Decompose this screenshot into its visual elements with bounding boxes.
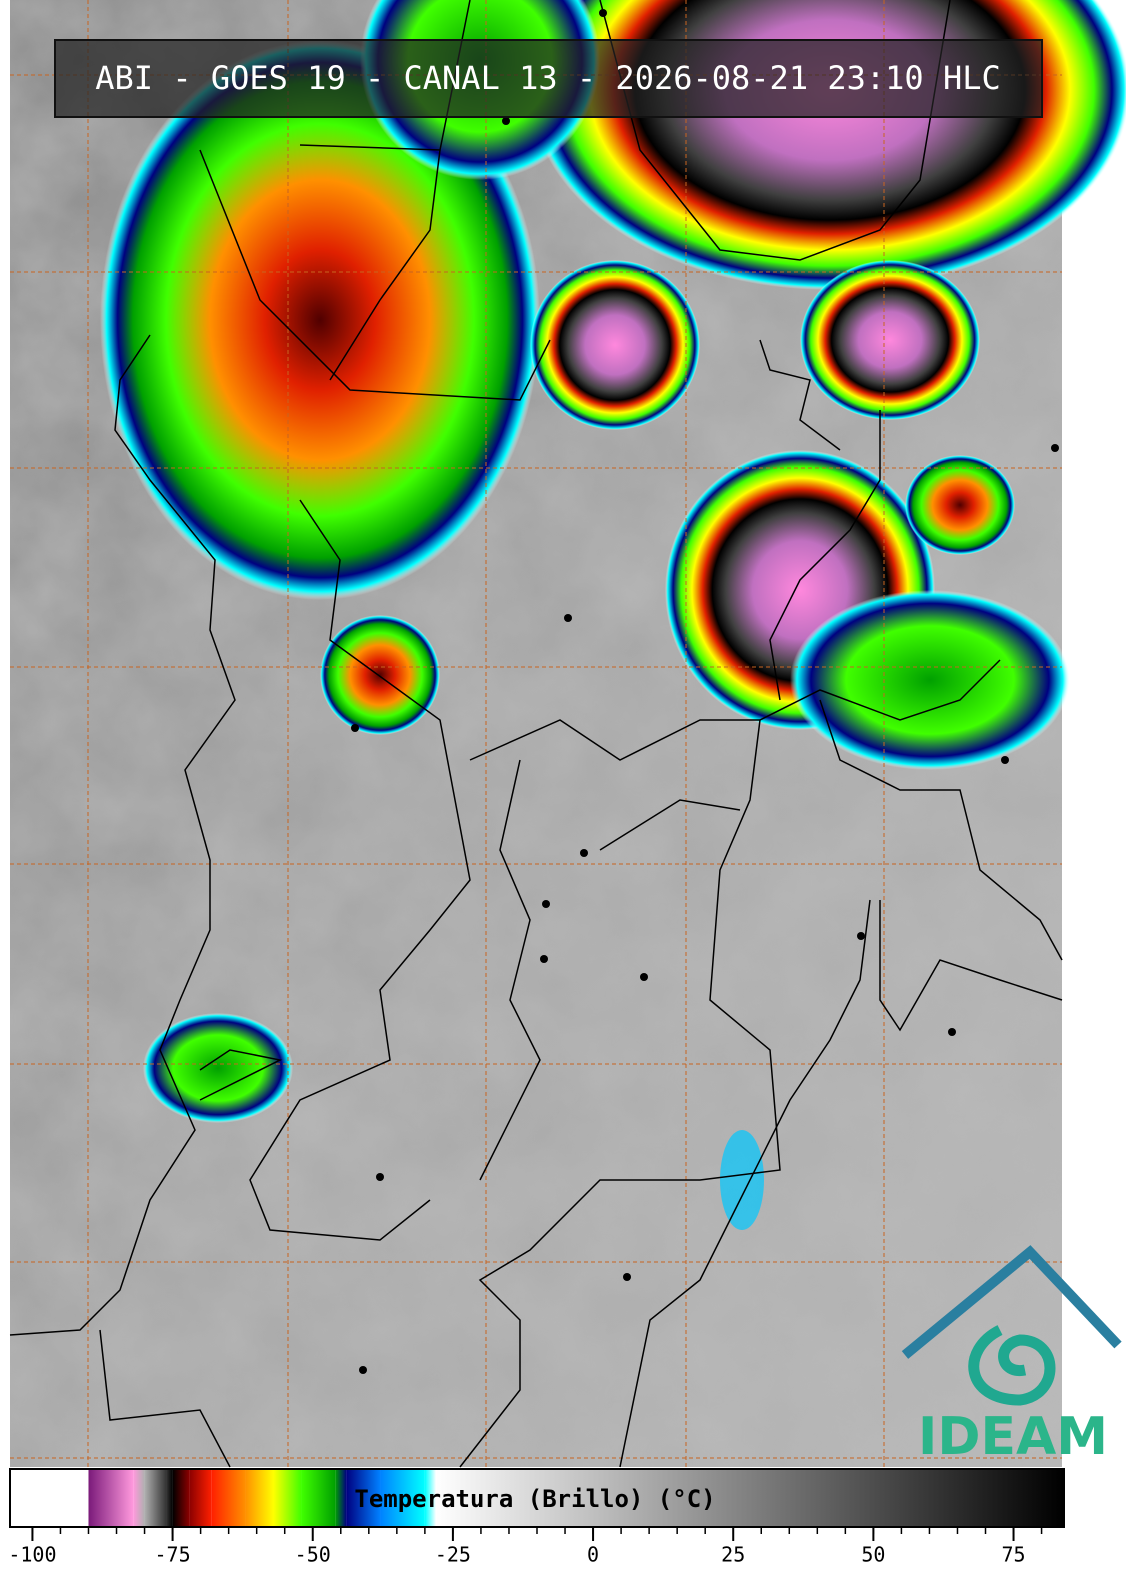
logo: IDEAM [901, 1245, 1122, 1467]
title-box [54, 39, 1043, 118]
colorbar-segment [301, 1469, 336, 1527]
map: ABI - GOES 19 - CANAL 13 - 2026-08-21 23… [9, 0, 1126, 1468]
colorbar-segment [245, 1469, 274, 1527]
storm-cell [790, 590, 1070, 770]
tick-label: -100 [8, 1543, 56, 1567]
borders [9, 0, 1063, 1468]
cities [351, 9, 1059, 1374]
colorbar-segment [88, 1469, 134, 1527]
tick-label: 0 [587, 1543, 599, 1567]
colorbar-segment [144, 1469, 167, 1527]
title: ABI - GOES 19 - CANAL 13 - 2026-08-21 23… [95, 59, 1000, 97]
storm-cell [720, 1130, 764, 1230]
logo-swirl [968, 1325, 1056, 1406]
colorbar-segment [273, 1469, 302, 1527]
colorbar-segment [189, 1469, 212, 1527]
storm-cell [800, 260, 980, 420]
storm-cell [530, 260, 700, 430]
colorbar-segment [424, 1469, 437, 1527]
colorbar-segment [10, 1469, 89, 1527]
tick-label: 75 [1001, 1543, 1025, 1567]
colorbar-label: Temperatura (Brillo) (°C) [354, 1485, 715, 1513]
tick-label: -75 [155, 1543, 191, 1567]
storm-cell [143, 1013, 293, 1123]
colorbar-segment [172, 1469, 190, 1527]
storm-cell [320, 615, 440, 735]
colorbar-segment [211, 1469, 246, 1527]
colorbar-segment [380, 1469, 425, 1527]
colorbar-segment [335, 1469, 347, 1527]
storm-cell [905, 455, 1015, 555]
tick-label: -50 [295, 1543, 331, 1567]
storm-cell [100, 40, 540, 600]
tick-label: 50 [861, 1543, 885, 1567]
colorbar-segment [346, 1469, 381, 1527]
colorbar-segment [436, 1469, 1065, 1527]
logo-roof [901, 1245, 1122, 1359]
colorbar-segment [133, 1469, 145, 1527]
tick-label: -25 [435, 1543, 471, 1567]
colorbar-segment [166, 1469, 173, 1527]
tick-label: 25 [721, 1543, 745, 1567]
logo-text: IDEAM [918, 1407, 1108, 1467]
colorbar [10, 1469, 1065, 1541]
colorbar-frame [9, 1468, 1065, 1528]
